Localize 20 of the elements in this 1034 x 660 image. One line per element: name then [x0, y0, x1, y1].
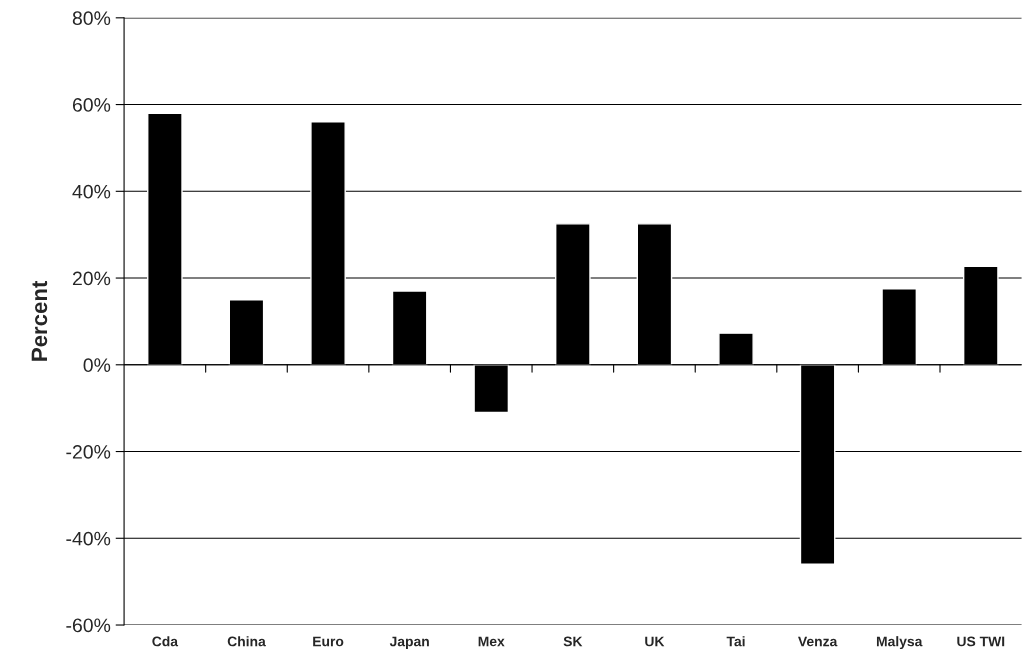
x-tick-label: Cda — [152, 636, 179, 647]
y-tick-label: -60% — [66, 618, 111, 633]
x-tick-label: Mex — [478, 636, 505, 647]
y-tick-label: 80% — [72, 11, 111, 26]
y-tick-label: 60% — [72, 98, 111, 112]
x-tick-label: UK — [645, 636, 665, 647]
y-axis-title: Percent — [31, 280, 48, 361]
y-tick-label: -20% — [66, 445, 111, 459]
y-tick-label: 20% — [72, 271, 111, 286]
x-tick-label: SK — [563, 636, 583, 647]
y-tick-label: 40% — [72, 184, 111, 199]
x-tick-label: China — [227, 636, 266, 647]
x-tick-label: Japan — [389, 636, 429, 650]
x-tick-label: US TWI — [957, 636, 1005, 647]
x-tick-label: Euro — [313, 636, 344, 647]
x-tick-label: Venza — [798, 636, 838, 647]
y-tick-label: 0% — [83, 358, 111, 373]
x-tick-label: Tai — [726, 636, 745, 647]
y-tick-label: -40% — [66, 531, 111, 546]
x-tick-label: Malysa — [876, 636, 923, 650]
